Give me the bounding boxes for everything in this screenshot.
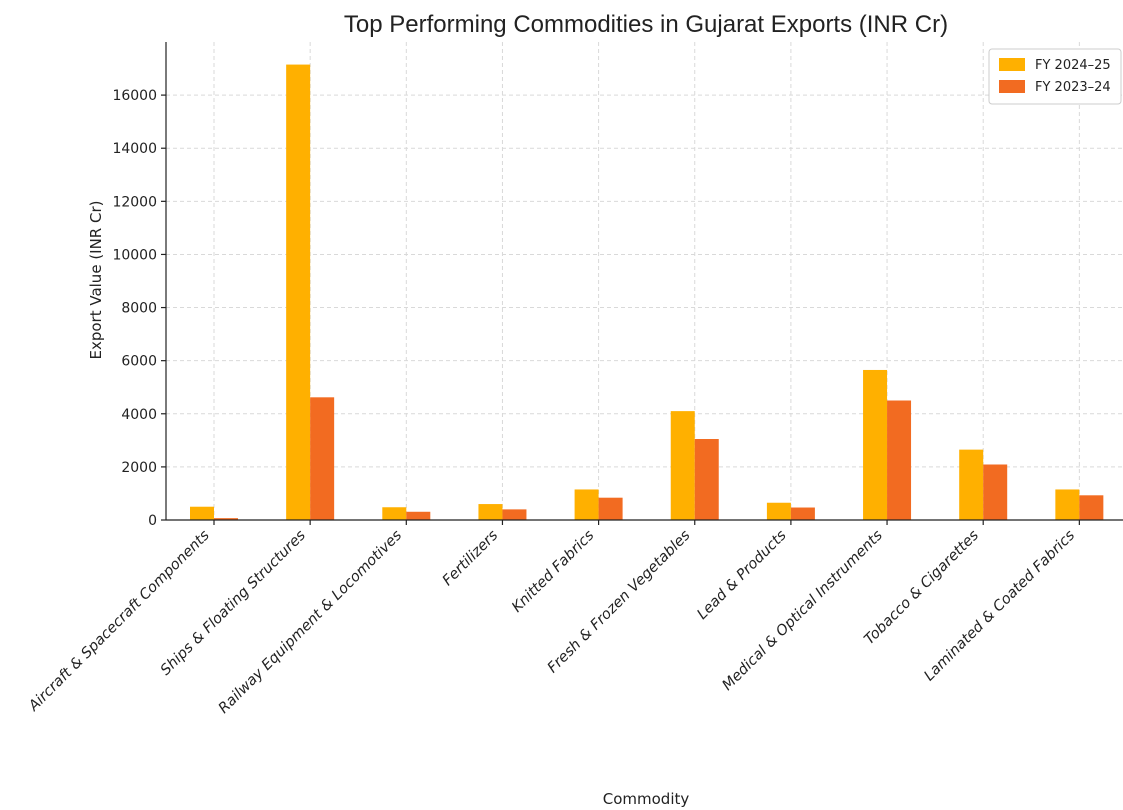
bar — [574, 489, 599, 520]
x-tick-label: Railway Equipment & Locomotives — [216, 527, 406, 717]
bar — [286, 64, 311, 521]
y-axis-label: Export Value (INR Cr) — [87, 200, 105, 359]
x-axis-label: Commodity — [603, 790, 690, 808]
x-tick-label: Fertilizers — [440, 527, 502, 589]
bar — [310, 397, 335, 520]
legend-swatch — [999, 80, 1025, 93]
bar — [502, 509, 527, 520]
bar — [598, 497, 623, 520]
y-tick-label: 10000 — [112, 247, 157, 263]
y-tick-label: 14000 — [112, 141, 157, 157]
legend-label: FY 2023–24 — [1035, 80, 1111, 95]
y-tick-label: 2000 — [121, 460, 157, 476]
bar — [766, 502, 791, 520]
x-tick-label: Knitted Fabrics — [509, 527, 598, 616]
y-tick-label: 4000 — [121, 407, 157, 423]
bar — [190, 506, 214, 520]
x-tick-label: Lead & Products — [694, 527, 790, 623]
y-tick-label: 0 — [148, 513, 157, 529]
bar — [959, 449, 984, 520]
legend-swatch — [999, 58, 1025, 71]
y-tick-label: 12000 — [112, 194, 157, 210]
y-tick-label: 6000 — [121, 354, 157, 370]
bar — [983, 464, 1008, 520]
bars — [190, 64, 1104, 521]
bar — [694, 439, 719, 520]
bar — [406, 511, 431, 520]
chart-title: Top Performing Commodities in Gujarat Ex… — [344, 11, 948, 38]
grid — [166, 42, 1123, 520]
x-tick-label: Aircraft & Spacecraft Components — [25, 527, 213, 715]
x-tick-label: Laminated & Coated Fabrics — [921, 527, 1078, 684]
axes — [161, 42, 1123, 525]
bar — [887, 400, 912, 520]
bar — [670, 411, 695, 520]
bar — [1055, 489, 1080, 520]
legend-label: FY 2024–25 — [1035, 58, 1111, 73]
bar — [214, 518, 238, 520]
bar — [1079, 495, 1104, 520]
y-tick-label: 8000 — [121, 301, 157, 317]
bar — [478, 504, 503, 520]
bar — [790, 507, 815, 520]
y-tick-label: 16000 — [112, 88, 157, 104]
legend: FY 2024–25 FY 2023–24 — [988, 48, 1122, 105]
bar — [382, 507, 407, 520]
x-tick-label: Medical & Optical Instruments — [720, 527, 887, 694]
y-tick-labels: 0 2000 4000 6000 8000 10000 12000 14000 16000 — [112, 88, 157, 529]
bar — [863, 369, 888, 520]
